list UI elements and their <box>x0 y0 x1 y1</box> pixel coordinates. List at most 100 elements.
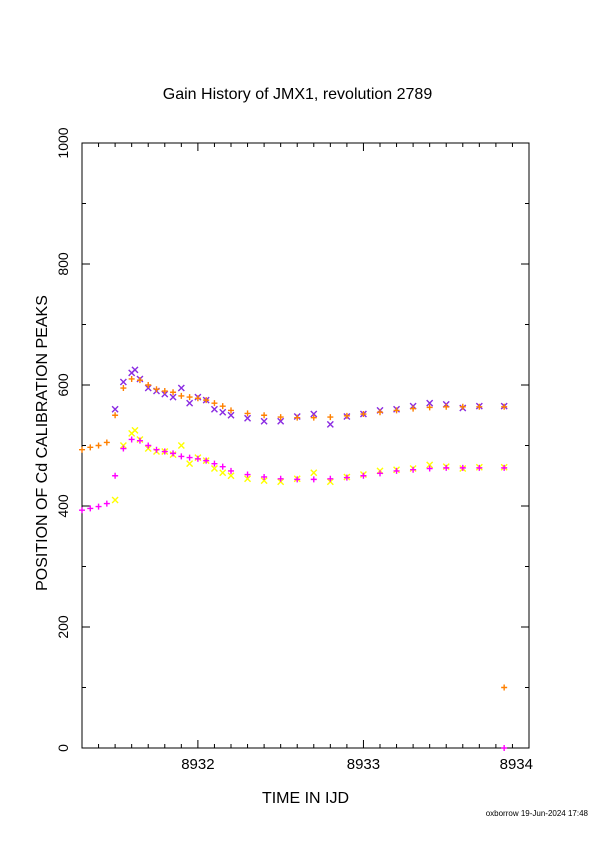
series-3-point-18 <box>228 467 234 474</box>
series-0-point-20 <box>310 410 318 418</box>
axis-tick-labels: 0 200 400 600 800 1000 8932 8933 8934 <box>55 127 533 773</box>
series-3-point-19 <box>244 471 251 478</box>
series-3-point-23 <box>310 476 317 483</box>
series-3-point-7 <box>136 437 143 444</box>
footer-stamp: oxborrow 19-Jun-2024 17:48 <box>485 809 588 818</box>
series-3-point-24 <box>327 475 334 482</box>
y-tick-label-2: 400 <box>55 494 71 518</box>
series-3-point-35 <box>501 745 508 751</box>
series-1-point-30 <box>426 404 433 411</box>
series-1-point-1 <box>87 444 94 451</box>
series-1-point-14 <box>194 395 201 402</box>
series-1-point-29 <box>410 405 417 412</box>
series-3-point-25 <box>343 474 350 481</box>
series-1-point-33 <box>476 403 483 410</box>
series-1-point-16 <box>211 400 218 407</box>
axis-ticks <box>82 142 530 749</box>
series-1-point-22 <box>294 414 301 421</box>
series-2-point-1 <box>119 442 127 449</box>
series-2-point-3 <box>131 426 139 434</box>
x-tick-label-0: 8932 <box>181 756 214 773</box>
series-1-point-28 <box>393 407 400 414</box>
series-1-point-24 <box>327 414 334 421</box>
series-1-point-18 <box>228 407 234 414</box>
series-1-point-13 <box>186 394 193 401</box>
series-3-point-34 <box>501 464 508 471</box>
series-1-point-19 <box>244 410 251 417</box>
series-3-point-17 <box>219 463 226 470</box>
series-0-point-5 <box>144 384 152 392</box>
series-2-point-13 <box>210 464 218 472</box>
series-0-point-8 <box>169 393 177 401</box>
series-1-point-10 <box>161 388 168 395</box>
series-0-point-17 <box>260 417 268 425</box>
series-2-point-10 <box>186 460 194 468</box>
series-0-point-10 <box>186 399 194 407</box>
series-1-point-35 <box>501 684 508 691</box>
series-3-point-30 <box>426 465 433 472</box>
x-tick-label-1: 8933 <box>347 756 380 773</box>
series-3-point-20 <box>261 473 268 480</box>
series-3-point-6 <box>128 436 135 443</box>
series-3-point-0 <box>79 507 85 514</box>
series-3-point-32 <box>459 464 466 471</box>
series-1-point-0 <box>79 446 85 453</box>
series-0-point-1 <box>119 378 127 386</box>
series-3-point-2 <box>95 503 102 510</box>
series-3-point-27 <box>377 470 383 477</box>
series-3-point-12 <box>178 453 185 460</box>
series-3-point-14 <box>194 455 201 462</box>
series-3-point-26 <box>360 472 367 479</box>
series-1-point-4 <box>112 412 119 419</box>
series-2-point-5 <box>144 445 152 453</box>
series-0-point-14 <box>219 408 227 416</box>
series-1-point-15 <box>203 397 210 404</box>
series-0-point-15 <box>227 411 235 419</box>
series-2-point-21 <box>326 478 334 486</box>
series-3-point-9 <box>153 446 160 453</box>
x-tick-label-2: 8934 <box>500 756 533 773</box>
chart-title: Gain History of JMX1, revolution 2789 <box>162 86 433 103</box>
series-1-point-9 <box>153 386 160 393</box>
series-3-point-1 <box>87 505 94 512</box>
series-1-point-11 <box>170 389 177 396</box>
series-3-point-13 <box>186 454 193 461</box>
series-0-point-13 <box>210 405 218 413</box>
series-3-point-29 <box>410 466 417 473</box>
series-0-point-9 <box>177 384 185 392</box>
y-tick-label-4: 800 <box>55 252 71 276</box>
y-axis-label: POSITION OF Cd CALIBRATION PEAKS <box>34 295 51 591</box>
series-3-point-22 <box>294 476 301 483</box>
series-1-point-27 <box>377 409 383 416</box>
series-1-point-31 <box>443 403 450 410</box>
x-axis-label: TIME IN IJD <box>261 790 350 807</box>
series-1-point-7 <box>136 377 143 384</box>
series-1-point-32 <box>459 403 466 410</box>
y-tick-label-3: 600 <box>55 373 71 397</box>
series-0-point-16 <box>244 414 252 422</box>
series-3-point-15 <box>203 457 210 464</box>
series-2-point-16 <box>244 475 252 483</box>
series-2-point-27 <box>426 461 434 469</box>
series-2-point-17 <box>260 477 268 485</box>
series-1-point-26 <box>360 411 367 418</box>
data-marks <box>79 366 508 751</box>
series-2-point-14 <box>219 469 227 477</box>
series-1-point-12 <box>178 392 185 399</box>
series-3-point-16 <box>211 460 218 467</box>
series-0-point-21 <box>326 420 334 428</box>
series-3-point-33 <box>476 464 483 471</box>
series-0-point-27 <box>426 399 434 407</box>
series-2-point-18 <box>277 478 285 486</box>
series-0-point-3 <box>131 366 139 374</box>
y-tick-label-1: 200 <box>55 615 71 639</box>
series-3-point-8 <box>145 442 152 449</box>
series-3-point-28 <box>393 467 400 474</box>
series-1-point-2 <box>95 442 102 449</box>
series-1-point-17 <box>219 403 226 410</box>
series-3-point-4 <box>112 472 119 479</box>
series-1-point-6 <box>128 375 135 382</box>
series-2-point-20 <box>310 469 318 477</box>
series-1-point-34 <box>501 403 508 410</box>
